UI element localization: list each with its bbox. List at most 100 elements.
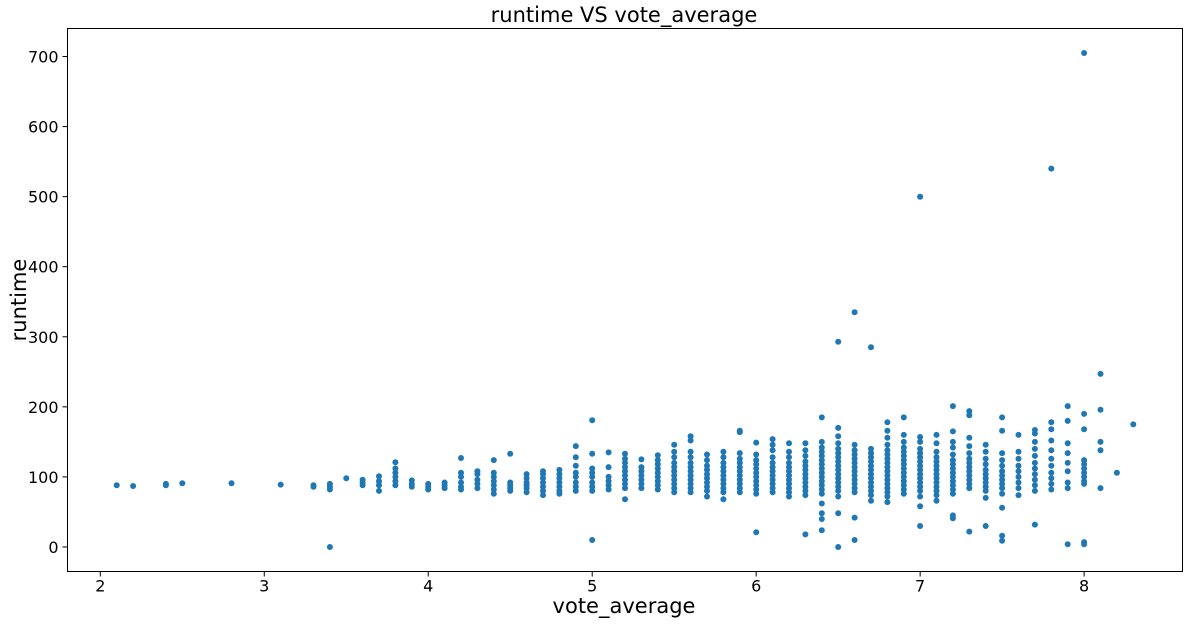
data-point bbox=[753, 469, 760, 476]
data-point bbox=[720, 454, 727, 461]
data-point bbox=[966, 455, 973, 462]
data-point bbox=[1064, 485, 1071, 492]
data-point bbox=[572, 443, 579, 450]
data-point bbox=[900, 461, 907, 468]
data-point bbox=[818, 473, 825, 480]
data-point bbox=[982, 475, 989, 482]
data-point bbox=[392, 465, 399, 472]
data-point bbox=[622, 450, 628, 457]
data-point bbox=[884, 485, 891, 492]
data-point bbox=[868, 458, 874, 465]
data-point bbox=[769, 436, 776, 443]
data-point bbox=[1031, 452, 1038, 459]
data-point bbox=[769, 468, 776, 475]
data-point bbox=[736, 459, 743, 466]
data-point bbox=[900, 452, 907, 459]
data-point bbox=[802, 487, 809, 494]
data-point bbox=[900, 486, 907, 493]
data-point bbox=[1064, 403, 1071, 410]
data-point bbox=[769, 464, 776, 471]
data-point bbox=[572, 473, 579, 480]
data-point bbox=[671, 448, 678, 455]
data-point bbox=[277, 481, 284, 488]
data-point bbox=[982, 494, 989, 501]
data-point bbox=[1064, 417, 1071, 424]
data-point bbox=[638, 464, 645, 471]
data-point bbox=[622, 485, 628, 492]
data-point bbox=[769, 454, 776, 461]
data-point bbox=[802, 492, 809, 499]
data-point bbox=[572, 483, 579, 490]
data-point bbox=[802, 447, 809, 454]
data-point bbox=[654, 482, 661, 489]
data-point bbox=[1048, 475, 1055, 482]
data-point bbox=[933, 466, 940, 473]
data-point bbox=[966, 485, 973, 492]
data-point bbox=[835, 479, 842, 486]
data-point bbox=[900, 478, 907, 485]
data-point bbox=[458, 455, 464, 461]
data-point bbox=[687, 485, 694, 492]
data-point bbox=[704, 457, 710, 464]
data-point bbox=[917, 483, 924, 490]
data-point bbox=[1097, 447, 1104, 454]
data-point bbox=[490, 490, 497, 497]
data-point bbox=[818, 482, 825, 489]
data-point bbox=[818, 510, 825, 517]
data-point bbox=[949, 469, 956, 476]
data-point bbox=[1064, 440, 1071, 447]
data-point bbox=[949, 444, 956, 451]
data-point bbox=[949, 512, 956, 519]
data-point bbox=[949, 465, 956, 472]
data-point bbox=[704, 487, 710, 494]
data-point bbox=[769, 447, 776, 454]
data-point bbox=[490, 478, 497, 485]
data-point bbox=[884, 441, 891, 448]
data-point bbox=[704, 479, 710, 486]
data-point bbox=[1048, 437, 1055, 444]
data-point bbox=[687, 437, 694, 444]
data-point bbox=[638, 456, 645, 463]
data-point bbox=[1064, 459, 1071, 466]
data-point bbox=[851, 480, 858, 487]
data-point bbox=[900, 465, 907, 472]
data-point bbox=[1048, 419, 1055, 426]
data-point bbox=[933, 479, 940, 486]
data-point bbox=[933, 448, 940, 455]
data-point bbox=[523, 471, 530, 478]
data-point bbox=[982, 441, 989, 448]
data-point bbox=[868, 475, 874, 482]
data-point bbox=[1048, 455, 1055, 462]
data-point bbox=[949, 403, 956, 410]
data-point bbox=[818, 461, 825, 468]
data-point bbox=[736, 489, 743, 496]
data-point bbox=[802, 466, 809, 473]
data-point bbox=[966, 412, 973, 419]
data-point bbox=[1048, 469, 1055, 476]
data-point bbox=[326, 480, 333, 487]
data-point bbox=[654, 478, 661, 485]
data-point bbox=[999, 476, 1006, 483]
data-point bbox=[1031, 459, 1038, 466]
data-point bbox=[671, 489, 678, 496]
data-point bbox=[868, 483, 874, 490]
data-point bbox=[949, 461, 956, 468]
data-point bbox=[556, 483, 563, 490]
data-point bbox=[851, 309, 858, 316]
data-point bbox=[376, 473, 382, 480]
data-point bbox=[917, 493, 924, 500]
data-point bbox=[786, 448, 792, 455]
data-point bbox=[1015, 492, 1022, 499]
data-point bbox=[868, 466, 874, 473]
data-point bbox=[671, 454, 678, 461]
data-point bbox=[835, 493, 842, 500]
y-tick-label: 300 bbox=[28, 328, 59, 347]
data-point bbox=[753, 529, 760, 536]
data-point bbox=[458, 483, 464, 490]
data-point bbox=[835, 510, 842, 517]
data-point bbox=[999, 532, 1006, 539]
data-point bbox=[556, 487, 563, 494]
data-point bbox=[818, 527, 825, 534]
data-point bbox=[900, 457, 907, 464]
